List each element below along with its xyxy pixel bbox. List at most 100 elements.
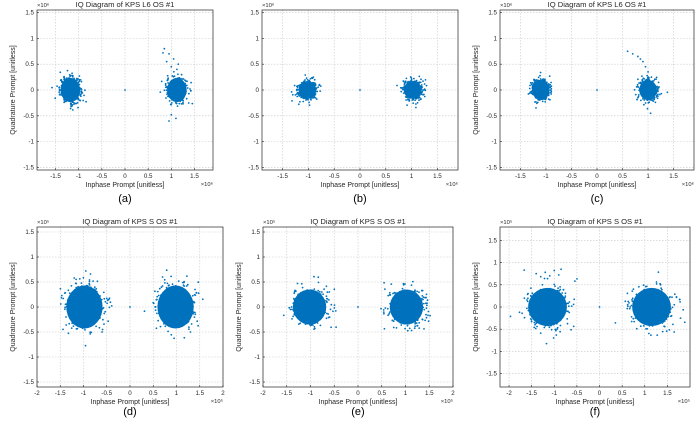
data-point [63, 94, 66, 97]
data-point [172, 70, 175, 73]
data-point [541, 283, 544, 286]
data-point [407, 87, 410, 90]
data-point [296, 88, 299, 91]
data-point [58, 89, 61, 92]
x-axis-label: Inphase Prompt [unitless] [86, 182, 165, 189]
data-point [74, 91, 77, 93]
data-point [185, 90, 188, 93]
data-point [167, 89, 170, 92]
data-point [307, 86, 309, 89]
data-point [560, 302, 562, 305]
data-point [529, 309, 532, 311]
data-point [173, 94, 176, 97]
data-point [177, 80, 180, 83]
data-point [296, 92, 299, 94]
data-point [412, 102, 415, 104]
data-point [420, 78, 422, 81]
data-point [175, 95, 177, 98]
data-point [177, 77, 180, 79]
data-point [527, 93, 530, 95]
data-point [413, 88, 416, 91]
data-point [71, 95, 74, 97]
data-point [556, 316, 559, 319]
data-point [182, 85, 185, 88]
data-point [311, 81, 314, 84]
data-point [556, 322, 558, 325]
data-point [308, 95, 311, 98]
data-point [163, 89, 166, 92]
data-point [526, 307, 528, 310]
data-point [304, 91, 307, 94]
data-point [545, 342, 548, 345]
data-point [165, 89, 168, 92]
data-point [566, 302, 569, 305]
data-point [418, 75, 421, 78]
data-point [173, 91, 176, 94]
x-tick-label: -0.5 [97, 173, 108, 180]
data-point [423, 83, 426, 85]
data-point [530, 320, 533, 323]
data-point [54, 97, 57, 100]
data-point [402, 92, 405, 94]
data-point [77, 92, 79, 95]
data-point [313, 83, 316, 86]
data-point [546, 277, 549, 280]
data-point [81, 92, 84, 94]
data-point [315, 98, 318, 100]
data-point [567, 305, 570, 308]
data-point [403, 83, 406, 86]
data-point [179, 100, 182, 103]
data-point [309, 77, 312, 80]
data-point [418, 99, 420, 101]
data-point [531, 292, 534, 295]
data-point [566, 318, 569, 320]
data-point [83, 94, 85, 97]
data-point [405, 94, 408, 97]
data-point [550, 324, 552, 327]
data-point [534, 303, 536, 306]
data-point [536, 293, 539, 296]
data-point [176, 88, 178, 91]
data-point [407, 92, 409, 95]
data-point [547, 289, 550, 291]
data-point [542, 295, 545, 297]
outlier-point [172, 58, 175, 60]
data-point [319, 90, 322, 92]
x-exponent-label: ×10⁶ [446, 181, 459, 188]
data-point [177, 73, 179, 76]
data-point [547, 299, 549, 302]
data-point [73, 95, 76, 98]
data-point [71, 105, 73, 107]
data-point [302, 84, 305, 87]
x-tick-label: -1 [76, 173, 82, 180]
data-point [316, 90, 319, 93]
data-point [529, 294, 532, 297]
data-point [542, 292, 545, 295]
data-point [415, 93, 418, 95]
data-point [554, 306, 556, 309]
data-point [545, 324, 547, 326]
data-point [531, 305, 534, 308]
data-point [405, 96, 408, 99]
data-point [75, 85, 77, 88]
data-point [416, 86, 419, 89]
data-point [171, 93, 174, 96]
y-axis-label: Quadrature Prompt [unitless] [10, 45, 17, 135]
data-point [539, 293, 542, 295]
data-point [407, 97, 409, 99]
data-point [563, 306, 565, 309]
data-point [307, 81, 310, 84]
data-point [557, 310, 559, 313]
data-point [305, 77, 308, 79]
data-point [168, 94, 170, 97]
data-point [420, 93, 423, 95]
data-point [413, 92, 416, 95]
y-tick-label: 1.5 [25, 10, 34, 17]
data-point [529, 318, 532, 320]
data-point [561, 308, 563, 311]
data-point [521, 312, 523, 315]
